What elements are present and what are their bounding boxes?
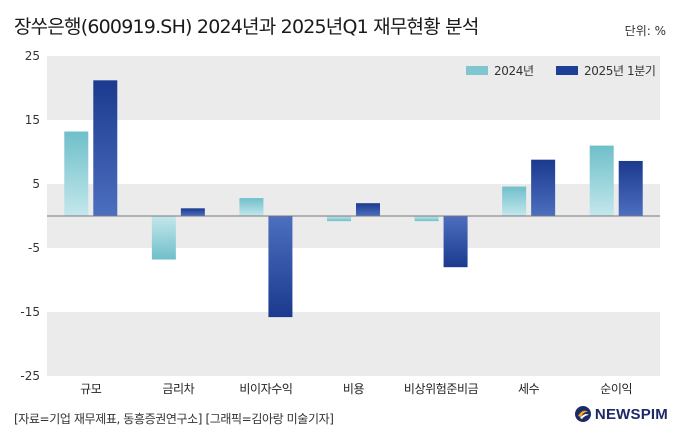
bar-2024 [151,216,176,260]
y-tick-label: 5 [32,177,40,191]
y-tick-label: -15 [20,305,40,319]
x-category-label: 비이자수익 [239,382,292,396]
unit-label: 단위: % [624,24,666,38]
page-title: 장쑤은행(600919.SH) 2024년과 2025년Q1 재무현황 분석 [14,16,479,38]
y-tick-label: -5 [28,241,40,255]
legend-swatch [556,66,578,75]
logo-text: NEWSPIM [594,405,668,423]
bar-2025q1 [180,208,205,216]
x-category-label: 세수 [518,382,540,396]
bar-2025q1 [93,80,118,216]
x-category-label: 순이익 [600,382,632,396]
x-category-label: 비용 [343,382,365,396]
legend-swatch [466,66,488,75]
source-note: [자료=기업 재무제표, 동흥증권연구소] [그래픽=김아랑 미술기자] [14,412,334,426]
grid-band [47,312,660,376]
newspim-logo: NEWSPIM [574,405,668,423]
bar-2025q1 [443,216,468,268]
bar-2025q1 [268,216,293,318]
bar-2025q1 [531,159,556,216]
bar-2024 [239,198,264,216]
y-tick-label: -25 [20,369,40,383]
x-category-label: 금리차 [162,382,194,396]
bar-2024 [502,186,527,216]
legend-label: 2024년 [494,64,534,78]
legend-label: 2025년 1분기 [584,64,656,78]
y-tick-label: 25 [25,49,40,63]
bar-2024 [589,145,614,216]
bar-2025q1 [356,203,380,216]
x-category-label: 비상위험준비금 [404,382,479,396]
grid-band [47,56,660,120]
bar-2024 [327,216,351,222]
bar-2024 [64,131,89,216]
bar-2025q1 [618,160,643,216]
y-tick-label: 15 [25,113,40,127]
x-category-label: 규모 [80,382,102,396]
newspim-logo-icon [574,406,591,422]
bar-2024 [414,216,439,222]
